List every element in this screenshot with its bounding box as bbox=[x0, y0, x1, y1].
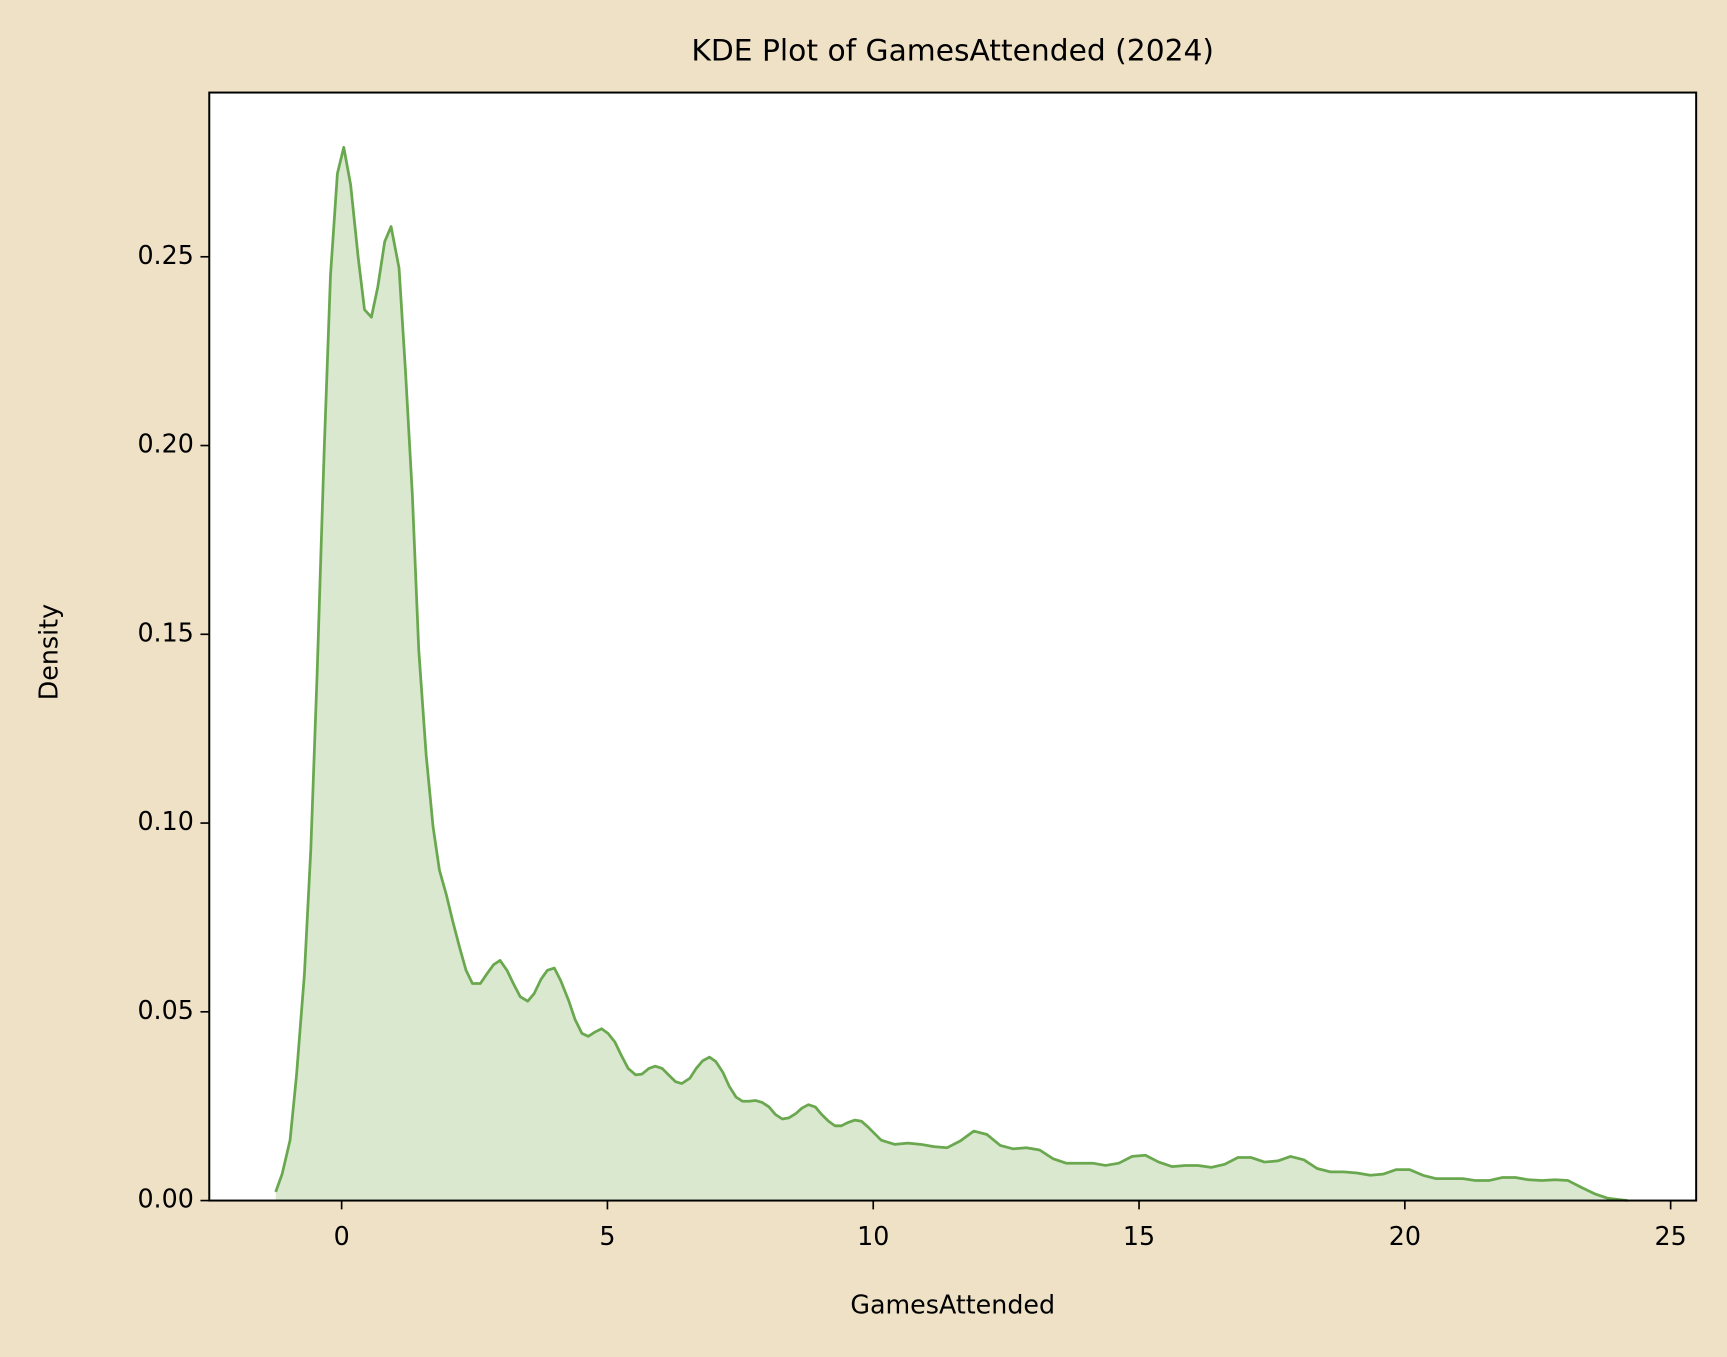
chart-title: KDE Plot of GamesAttended (2024) bbox=[691, 33, 1214, 68]
y-tick-label: 0.15 bbox=[137, 617, 193, 647]
y-axis-label: Density bbox=[34, 604, 64, 700]
y-tick-label: 0.00 bbox=[137, 1184, 193, 1214]
plot-frame bbox=[208, 91, 1698, 1202]
x-axis-label: GamesAttended bbox=[850, 1289, 1055, 1319]
x-tick-label: 5 bbox=[599, 1221, 615, 1251]
kde-line bbox=[274, 145, 1628, 1202]
y-tick-label: 0.20 bbox=[137, 429, 193, 459]
x-tick-label: 15 bbox=[1123, 1221, 1155, 1251]
kde-area bbox=[275, 147, 1628, 1201]
x-tick-label: 20 bbox=[1389, 1221, 1421, 1251]
y-tick-label: 0.10 bbox=[137, 806, 193, 836]
x-tick-label: 25 bbox=[1655, 1221, 1687, 1251]
x-tick-label: 10 bbox=[857, 1221, 889, 1251]
y-tick-label: 0.05 bbox=[137, 995, 193, 1025]
x-tick-label: 0 bbox=[334, 1221, 350, 1251]
y-tick-label: 0.25 bbox=[137, 240, 193, 270]
